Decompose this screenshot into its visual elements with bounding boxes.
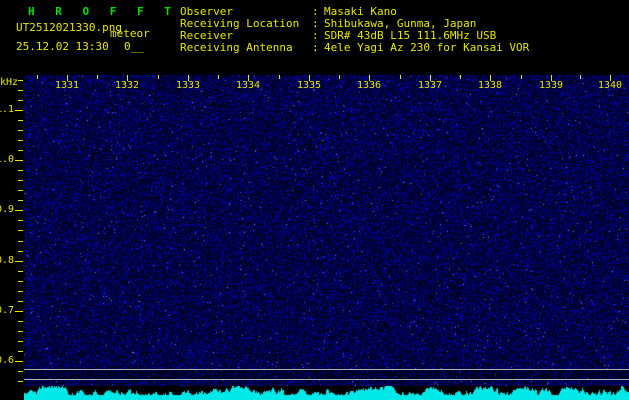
table-row: Receiving Location : Shibukawa, Gunma, J… <box>180 18 529 30</box>
frequency-tick-minor <box>18 170 23 171</box>
spectrogram-plot: kHz 1.11.00.90.80.70.6 13311332133313341… <box>0 75 629 400</box>
info-sep: : <box>312 17 319 30</box>
table-row: Observer : Masaki Kano <box>180 6 529 18</box>
frequency-tick-minor <box>18 80 23 81</box>
sequence-mark-label: 0__ <box>124 40 144 53</box>
frequency-tick-minor <box>18 291 23 292</box>
info-key: Receiving Location <box>180 17 300 30</box>
frequency-tick-minor <box>18 371 23 372</box>
lower-reference-line <box>24 379 629 380</box>
frequency-tick-minor <box>18 140 23 141</box>
date-time-label: 25.12.02 13:30 <box>16 40 109 53</box>
info-sep: : <box>312 29 319 42</box>
frequency-tick-label: 0.9 <box>0 204 14 215</box>
frequency-tick-minor <box>18 230 23 231</box>
info-key: Observer <box>180 5 233 18</box>
frequency-tick-minor <box>18 351 23 352</box>
frequency-tick-minor <box>18 120 23 121</box>
app-title: H R O F F T <box>28 5 178 18</box>
info-sep: : <box>312 41 319 54</box>
frequency-tick-label: 0.8 <box>0 255 14 266</box>
header-panel: H R O F F T UT2512021330.png meteor 25.1… <box>0 0 629 75</box>
frequency-tick-minor <box>18 321 23 322</box>
upper-reference-line <box>24 369 629 370</box>
frequency-tick-minor <box>18 271 23 272</box>
info-value: 4ele Yagi Az 230 for Kansai VOR <box>324 41 530 54</box>
frequency-tick-minor <box>18 241 23 242</box>
frequency-tick-minor <box>18 130 23 131</box>
frequency-tick-minor <box>18 190 23 191</box>
frequency-tick-minor <box>18 90 23 91</box>
info-value: Shibukawa, Gunma, Japan <box>324 17 477 30</box>
frequency-tick-minor <box>18 150 23 151</box>
frequency-tick-label: 1.1 <box>0 104 14 115</box>
frequency-tick-major <box>15 110 23 111</box>
info-sep: : <box>312 5 319 18</box>
frequency-tick-label: 0.6 <box>0 355 14 366</box>
frequency-tick-minor <box>18 301 23 302</box>
table-row: Receiving Antenna : 4ele Yagi Az 230 for… <box>180 42 529 54</box>
observation-info-table: Observer : Masaki Kano Receiving Locatio… <box>180 6 529 54</box>
frequency-tick-major <box>15 210 23 211</box>
frequency-tick-minor <box>18 251 23 252</box>
frequency-tick-minor <box>18 100 23 101</box>
fft-noise-field <box>24 75 629 386</box>
frequency-tick-minor <box>18 220 23 221</box>
frequency-tick-label: 1.0 <box>0 154 14 165</box>
amplitude-waveform <box>24 386 629 400</box>
frequency-tick-minor <box>18 331 23 332</box>
frequency-tick-major <box>15 361 23 362</box>
file-name-label: UT2512021330.png <box>16 21 122 34</box>
frequency-tick-major <box>15 311 23 312</box>
amplitude-strip <box>24 386 629 400</box>
frequency-tick-minor <box>18 341 23 342</box>
frequency-tick-minor <box>18 281 23 282</box>
frequency-tick-minor <box>18 180 23 181</box>
frequency-tick-minor <box>18 381 23 382</box>
frequency-tick-label: 0.7 <box>0 305 14 316</box>
frequency-axis: kHz 1.1 1.0 0.9 0.8 0.7 0.6 <box>0 75 24 400</box>
table-row: Receiver : SDR# 43dB L15 111.6MHz USB <box>180 30 529 42</box>
frequency-tick-minor <box>18 200 23 201</box>
frequency-tick-major <box>15 261 23 262</box>
info-key: Receiving Antenna <box>180 41 293 54</box>
frequency-tick-major <box>15 160 23 161</box>
info-key: Receiver <box>180 29 233 42</box>
spectrogram-image <box>24 75 629 386</box>
info-value: Masaki Kano <box>324 5 397 18</box>
frequency-axis-unit: kHz <box>0 77 19 88</box>
info-value: SDR# 43dB L15 111.6MHz USB <box>324 29 497 42</box>
file-kind-label: meteor <box>110 27 150 40</box>
